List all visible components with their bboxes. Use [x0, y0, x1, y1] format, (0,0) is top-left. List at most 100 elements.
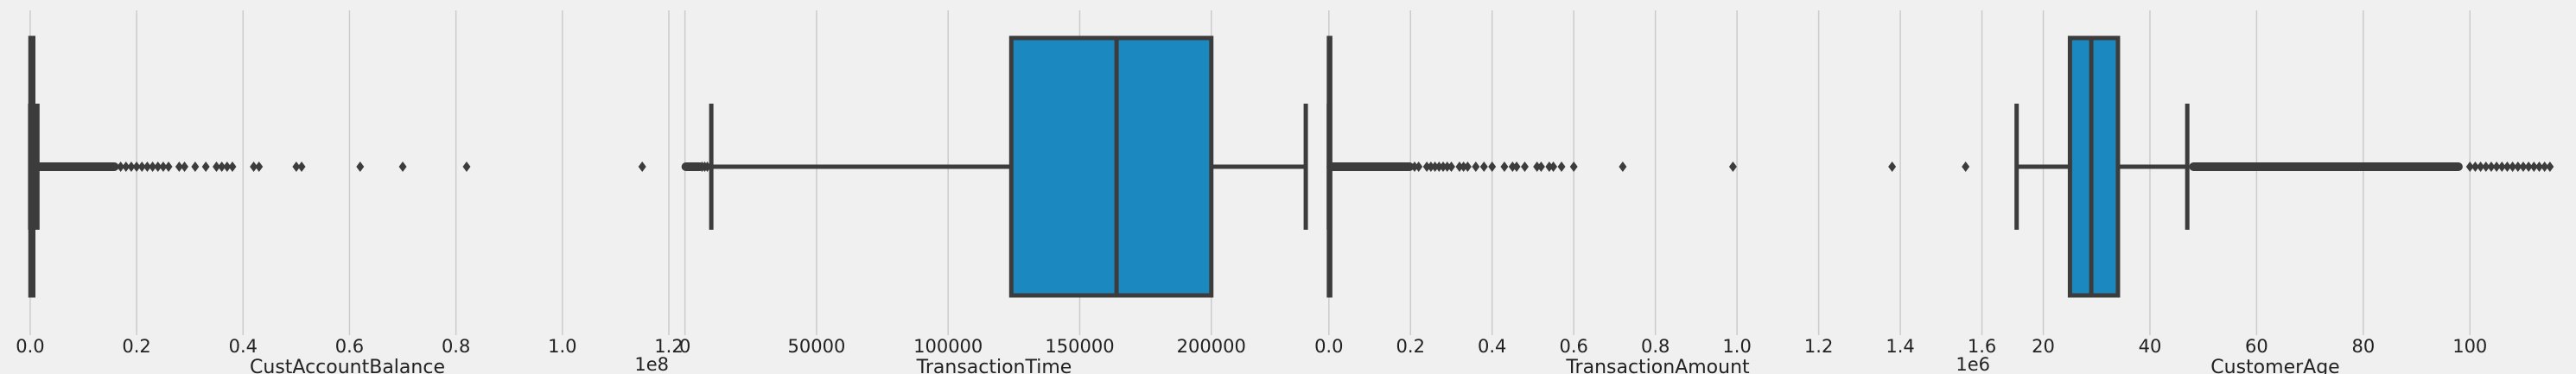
outlier-point: [1962, 162, 1970, 172]
outlier-cluster: [1326, 162, 1415, 171]
panel-2: 0 50000 100000 150000 200000 TransactionTime: [679, 10, 1308, 374]
outlier-point: [1447, 162, 1455, 172]
outlier-point: [703, 162, 712, 172]
outlier-point: [1533, 162, 1542, 172]
axis-label: TransactionTime: [916, 357, 1072, 374]
outlier-point: [1460, 162, 1468, 172]
outlier-point: [1569, 162, 1578, 172]
outlier-point: [1455, 162, 1464, 172]
outlier-point: [143, 162, 151, 172]
outlier-point: [638, 162, 646, 172]
outlier-point: [201, 162, 210, 172]
outlier-point: [2497, 162, 2506, 172]
outlier-point: [1410, 162, 1419, 172]
tick-label: 0.4: [229, 336, 258, 357]
outlier-point: [154, 162, 162, 172]
outlier-point: [2487, 162, 2496, 172]
outlier-cluster: [681, 162, 704, 171]
tick-label: 1.6: [1968, 336, 1996, 357]
tick-label: 200000: [1177, 336, 1246, 357]
outlier-point: [2524, 162, 2533, 172]
outlier-point: [1545, 162, 1554, 172]
outlier-point: [1500, 162, 1509, 172]
outlier-point: [356, 162, 365, 172]
axis-offset-label: 1e6: [1956, 354, 1990, 374]
tick-label: 100: [2452, 336, 2487, 357]
axis-label: TransactionAmount: [1565, 357, 1750, 374]
outlier-point: [117, 162, 125, 172]
outlier-point: [218, 162, 226, 172]
outlier-point: [1463, 162, 1472, 172]
tick-label: 80: [2351, 336, 2375, 357]
tick-label: 0.2: [122, 336, 150, 357]
outlier-point: [462, 162, 471, 172]
tick-label: 0.2: [1396, 336, 1425, 357]
outlier-point: [2492, 162, 2501, 172]
outlier-point: [1443, 162, 1452, 172]
outlier-point: [1488, 162, 1497, 172]
outlier-point: [1728, 162, 1737, 172]
axis-label: CustAccountBalance: [250, 357, 445, 374]
outlier-point: [2477, 162, 2485, 172]
outlier-point: [2535, 162, 2543, 172]
tick-label: 0.6: [335, 336, 364, 357]
tick-label: 1.0: [1722, 336, 1751, 357]
outlier-point: [1479, 162, 1488, 172]
outlier-point: [1619, 162, 1627, 172]
tick-label: 0.4: [1478, 336, 1506, 357]
outlier-cluster: [2189, 162, 2463, 171]
outlier-point: [228, 162, 237, 172]
outlier-cluster: [34, 162, 119, 171]
outlier-point: [1888, 162, 1897, 172]
tick-label: 40: [2139, 336, 2162, 357]
outlier-point: [1557, 162, 1566, 172]
tick-label: 0.8: [442, 336, 470, 357]
panel-3: 0.0 0.2 0.4 0.6 0.8 1.0 1.2 1.4 1.6 TransactionAm…: [1314, 10, 1996, 374]
tick-label: 0.0: [1314, 336, 1343, 357]
outlier-point: [1439, 162, 1447, 172]
outlier-point: [2519, 162, 2528, 172]
outlier-point: [132, 162, 141, 172]
outlier-point: [1536, 162, 1545, 172]
iqr-box: [1008, 35, 1214, 298]
tick-label: 100000: [913, 336, 983, 357]
outlier-point: [2471, 162, 2479, 172]
outlier-point: [2541, 162, 2549, 172]
tick-label: 150000: [1045, 336, 1114, 357]
outlier-point: [1434, 162, 1443, 172]
tick-label: 60: [2245, 336, 2268, 357]
tick-label: 0.6: [1559, 336, 1587, 357]
outlier-point: [398, 162, 407, 172]
outlier-point: [297, 162, 306, 172]
panel-1: 0.0 0.2 0.4 0.6 0.8 1.0 1.2 CustAccountBalance 1…: [16, 10, 684, 374]
tick-label: 0.0: [16, 336, 44, 357]
tick-label: 20: [2032, 336, 2055, 357]
outlier-point: [1472, 162, 1480, 172]
outlier-point: [149, 162, 157, 172]
outlier-point: [2465, 162, 2474, 172]
outlier-point: [137, 162, 146, 172]
outlier-point: [191, 162, 200, 172]
tick-label: 1.2: [1804, 336, 1833, 357]
outlier-point: [127, 162, 136, 172]
iqr-box: [2067, 35, 2121, 298]
outlier-point: [2509, 162, 2517, 172]
outlier-point: [2482, 162, 2490, 172]
outlier-point: [1422, 162, 1431, 172]
outlier-point: [2514, 162, 2522, 172]
panel-4: 20 40 60 80 100 CustomerAge: [2014, 10, 2554, 374]
outlier-point: [1431, 162, 1440, 172]
outlier-point: [212, 162, 220, 172]
outlier-point: [1521, 162, 1530, 172]
outlier-point: [2546, 162, 2554, 172]
outlier-point: [223, 162, 232, 172]
tick-label: 1.2: [654, 336, 683, 357]
tick-label: 1.4: [1886, 336, 1914, 357]
outlier-point: [164, 162, 173, 172]
outlier-point: [255, 162, 264, 172]
outlier-point: [181, 162, 189, 172]
tick-label: 1.0: [548, 336, 576, 357]
tick-label: 0.8: [1641, 336, 1670, 357]
outlier-point: [122, 162, 130, 172]
